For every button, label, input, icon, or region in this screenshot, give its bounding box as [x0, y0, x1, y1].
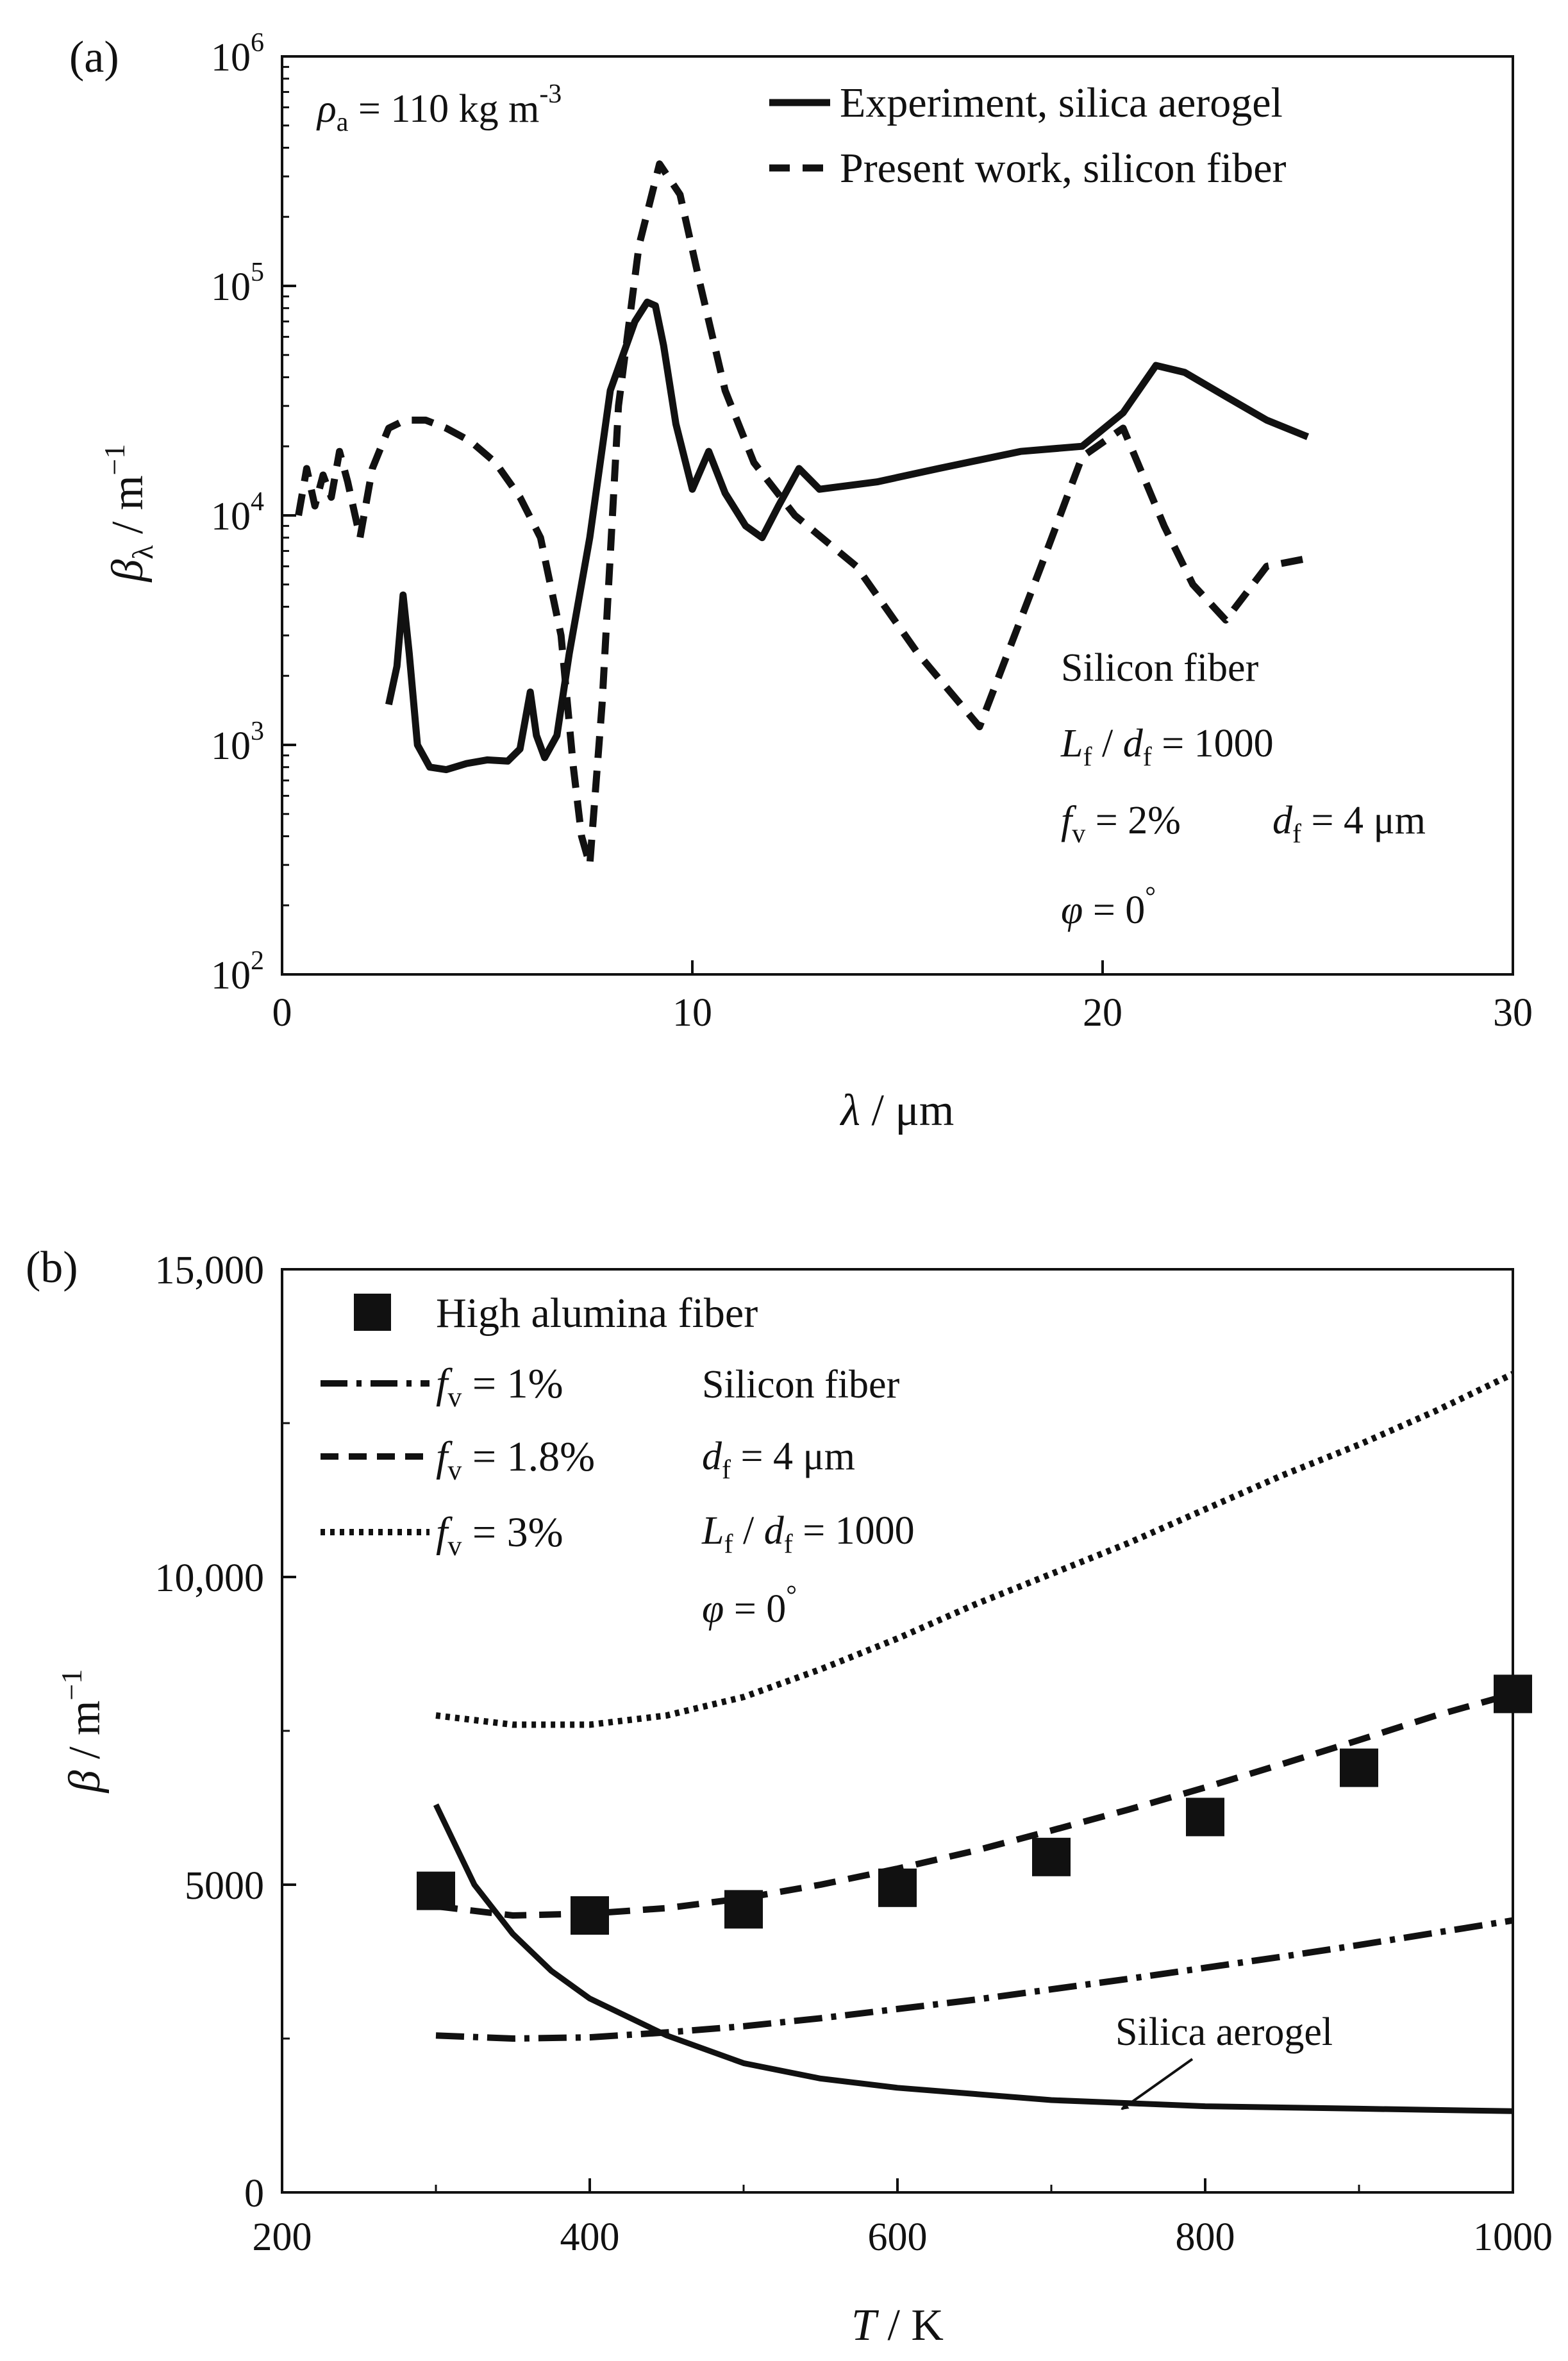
- y-tick-label-b: 10,000: [155, 1556, 265, 1600]
- y-axis-b: 0 5000 10,000 15,000: [155, 1249, 296, 2215]
- x-tick-label-a: 10: [672, 991, 712, 1035]
- panel-a: (a) 0 10 20 30 102 103 104 105 106 λ / μm βλ / …: [69, 28, 1533, 1135]
- annotation-df-a: df = 4 μm: [1272, 799, 1426, 849]
- scatter-point-high-alumina: [571, 1896, 609, 1935]
- series-line-b-0: [435, 1917, 1514, 2042]
- y-tick-label-b: 0: [244, 2172, 264, 2215]
- series-line-a-1: [295, 160, 1309, 869]
- legend-swatch-high-alumina: [354, 1294, 391, 1331]
- y-tick-label-b: 15,000: [155, 1249, 265, 1292]
- legend-label-fv-1: fv = 1%: [436, 1360, 563, 1413]
- scatter-point-high-alumina: [724, 1890, 763, 1929]
- curve-label-arrow: [1121, 2058, 1194, 2110]
- series-line-b-1: [435, 1690, 1514, 1919]
- annotation-title-a: Silicon fiber: [1061, 646, 1259, 690]
- x-tick-label-a: 30: [1493, 991, 1533, 1035]
- panel-label-a: (a): [69, 33, 119, 82]
- x-axis-b: 200 400 600 800 1000: [253, 2178, 1553, 2259]
- annotation-title-b: Silicon fiber: [702, 1363, 900, 1406]
- scatter-point-high-alumina: [417, 1871, 455, 1910]
- scatter-point-high-alumina: [1494, 1674, 1532, 1714]
- plot-frame-b: [281, 1268, 1514, 2194]
- series-group-a: [295, 160, 1310, 869]
- x-tick-label-b: 1000: [1473, 2215, 1553, 2259]
- scatter-point-high-alumina: [1186, 1798, 1224, 1837]
- x-tick-label-b: 400: [560, 2215, 620, 2259]
- series-group-b: [433, 1371, 1515, 2114]
- y-tick-label-b: 5000: [185, 1864, 264, 1908]
- annotation-df-b: df = 4 μm: [702, 1435, 855, 1485]
- annotation-fv-a: fv = 2%: [1061, 799, 1181, 849]
- y-tick-label-a: 106: [211, 28, 264, 79]
- annotation-phi-b: φ = 0°: [702, 1581, 797, 1631]
- scatter-point-high-alumina: [878, 1868, 917, 1907]
- series-line-b-3: [433, 1803, 1514, 2114]
- legend-label-experiment: Experiment, silica aerogel: [840, 79, 1283, 126]
- scatter-point-high-alumina: [1032, 1837, 1071, 1876]
- y-axis-a: 102 103 104 105 106: [211, 28, 296, 997]
- panel-b: (b) 200 400 600 800 1000 0 5000 10,000 15,000 T…: [26, 1243, 1553, 2350]
- x-tick-label-a: 20: [1083, 991, 1122, 1035]
- series-line-a-0: [385, 298, 1310, 774]
- x-axis-label-a: λ / μm: [840, 1086, 955, 1135]
- density-label: ρa = 110 kg m-3: [316, 79, 562, 137]
- y-axis-label-b: β / m−1: [55, 1669, 110, 1794]
- curve-label-silica-aerogel: Silica aerogel: [1115, 2010, 1333, 2054]
- x-axis-label-b: T / K: [851, 2301, 944, 2350]
- x-tick-label-b: 600: [868, 2215, 928, 2259]
- series-line-b-2: [435, 1371, 1515, 1728]
- y-tick-label-a: 104: [211, 487, 264, 538]
- x-tick-label-b: 800: [1176, 2215, 1235, 2259]
- y-tick-label-a: 102: [211, 946, 264, 997]
- annotation-phi-a: φ = 0°: [1061, 882, 1156, 932]
- y-tick-label-a: 105: [211, 258, 264, 309]
- x-axis-a: 0 10 20 30: [272, 960, 1533, 1035]
- scatter-point-high-alumina: [1340, 1748, 1378, 1787]
- x-tick-label-b: 200: [253, 2215, 312, 2259]
- legend-label-present-work: Present work, silicon fiber: [840, 145, 1287, 192]
- legend-label-fv-1-8: fv = 1.8%: [436, 1433, 595, 1486]
- y-tick-label-a: 103: [211, 717, 264, 768]
- legend-label-high-alumina: High alumina fiber: [436, 1290, 758, 1337]
- annotation-aspect-b: Lf / df = 1000: [701, 1509, 915, 1559]
- x-tick-label-a: 0: [272, 991, 292, 1035]
- y-axis-label-a: βλ / m−1: [98, 444, 159, 583]
- annotation-aspect-a: Lf / df = 1000: [1060, 722, 1274, 772]
- scatter-group-b: [417, 1674, 1532, 1935]
- legend-label-fv-3: fv = 3%: [436, 1509, 563, 1562]
- panel-label-b: (b): [26, 1243, 78, 1292]
